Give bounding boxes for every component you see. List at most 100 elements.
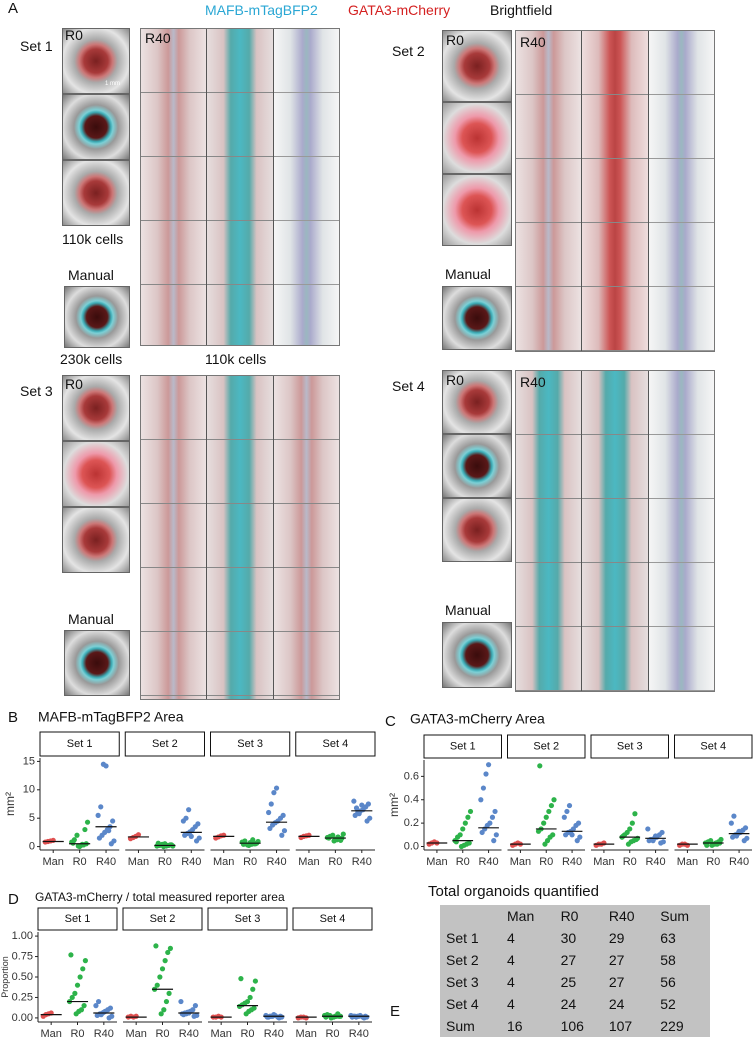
- point: [50, 837, 56, 843]
- x-tick-label: Man: [43, 856, 64, 868]
- point: [660, 839, 666, 845]
- y-tick-label: 0.75: [12, 950, 33, 962]
- x-tick-label: R0: [456, 856, 470, 868]
- panel-label: B: [8, 709, 18, 726]
- table-cell: 4: [507, 974, 515, 990]
- chart-title: MAFB-mTagBFP2 Area: [38, 709, 184, 725]
- table-cell: 30: [560, 930, 577, 946]
- image: [442, 30, 512, 102]
- facet-strip: [423, 734, 502, 759]
- note: 230k cells: [60, 351, 123, 367]
- x-tick-label: R40: [478, 856, 498, 868]
- r0-label: R0: [446, 372, 464, 388]
- x-tick-label: R40: [729, 856, 749, 868]
- y-tick-label: 15: [23, 755, 35, 767]
- point: [252, 978, 258, 984]
- facet-strip: [122, 907, 203, 931]
- facet-strip: [37, 907, 118, 931]
- x-tick-label: R0: [539, 856, 553, 868]
- image: [62, 28, 130, 94]
- facet-strip: [39, 731, 120, 757]
- manual-label: Manual: [445, 602, 491, 618]
- y-tick-label: 0.00: [12, 1012, 33, 1024]
- x-tick-label: Man: [213, 856, 234, 868]
- point: [82, 958, 88, 964]
- point: [195, 821, 201, 827]
- point: [273, 785, 280, 791]
- image: [442, 286, 512, 350]
- facet-label: Set 3: [237, 738, 263, 750]
- table-cell: 106: [560, 1018, 584, 1034]
- panel-label: E: [390, 1003, 401, 1020]
- point: [101, 1009, 107, 1015]
- table-cell: 4: [507, 996, 515, 1012]
- point: [81, 1003, 87, 1009]
- point: [69, 994, 75, 1001]
- x-tick-label: R0: [623, 856, 637, 868]
- point: [537, 763, 543, 769]
- point: [453, 839, 459, 845]
- image-strip: [515, 30, 715, 352]
- table: Man R0 R40 Sum Set 1 4 30 29 63 Set 2 4 27 27 58 Set 3…: [440, 905, 710, 1037]
- point: [627, 826, 633, 832]
- manual-label: Manual: [445, 266, 491, 282]
- table-cell: 107: [608, 1018, 633, 1034]
- point: [186, 807, 192, 813]
- facet-label: Set 4: [320, 913, 346, 925]
- point: [244, 998, 251, 1005]
- point: [163, 998, 170, 1005]
- point: [157, 974, 163, 980]
- point: [251, 1005, 257, 1011]
- x-tick-label: R0: [73, 856, 87, 868]
- point: [365, 801, 371, 807]
- x-tick-label: Man: [128, 856, 149, 868]
- point: [268, 801, 274, 807]
- r40-label: R40: [520, 34, 546, 50]
- x-tick-label: R40: [349, 1028, 369, 1040]
- point: [110, 818, 116, 824]
- table-cell: 29: [608, 930, 625, 946]
- point: [478, 797, 484, 803]
- facet-strip: [210, 731, 291, 757]
- point: [548, 802, 555, 809]
- x-tick-label: R0: [328, 856, 342, 868]
- image-strip: [140, 28, 340, 346]
- x-tick-label: R40: [94, 1028, 114, 1040]
- x-tick-label: R0: [706, 856, 720, 868]
- point: [489, 814, 496, 820]
- point: [742, 825, 749, 831]
- legend-blue: MAFB-mTagBFP2: [205, 2, 318, 18]
- point: [650, 838, 656, 844]
- point: [80, 966, 86, 972]
- point: [106, 828, 112, 834]
- point: [577, 834, 583, 840]
- point: [238, 976, 244, 982]
- facet-strip: [124, 731, 205, 757]
- facet-label: Set 1: [450, 740, 476, 752]
- point: [728, 820, 734, 826]
- x-tick-label: Man: [210, 1028, 231, 1040]
- x-tick-label: R0: [243, 856, 257, 868]
- set-label: Set 3: [20, 383, 53, 399]
- point: [68, 952, 74, 958]
- point: [77, 974, 83, 980]
- point: [485, 762, 492, 768]
- point: [351, 798, 357, 804]
- point: [303, 1015, 309, 1021]
- x-tick-label: R40: [181, 856, 201, 868]
- point: [167, 945, 173, 951]
- table-row: Set 3 4 25 27 56: [440, 971, 710, 993]
- point: [543, 814, 549, 820]
- point: [491, 838, 497, 844]
- point: [111, 838, 117, 844]
- y-tick-label: 0.0: [404, 840, 419, 852]
- facet-label: Set 3: [235, 913, 261, 925]
- image: [442, 102, 512, 174]
- image: [62, 94, 130, 160]
- x-tick-label: Man: [426, 856, 447, 868]
- table-cell: Man: [507, 908, 535, 924]
- y-axis-label: mm²: [3, 792, 17, 816]
- point: [575, 820, 582, 826]
- point: [72, 990, 78, 996]
- point: [154, 982, 160, 988]
